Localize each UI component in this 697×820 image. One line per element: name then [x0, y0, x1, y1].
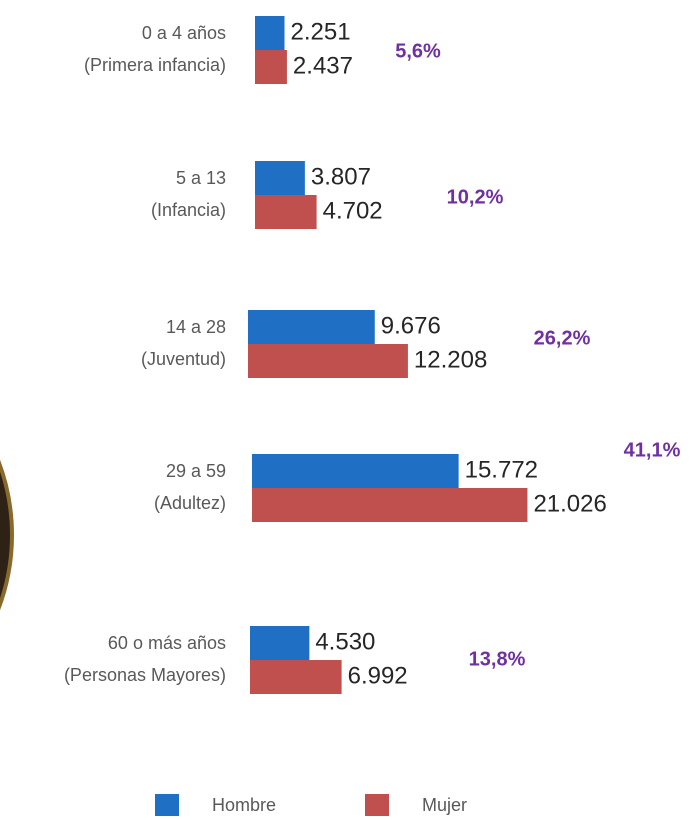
category-label: (Personas Mayores) [64, 665, 226, 685]
category-label: 5 a 13 [176, 168, 226, 188]
category-label: (Infancia) [151, 200, 226, 220]
value-label: 3.807 [311, 163, 371, 190]
value-label: 15.772 [465, 456, 538, 483]
category-label: (Adultez) [154, 493, 226, 513]
category-label: 14 a 28 [166, 317, 226, 337]
decoration [0, 328, 12, 742]
bar [255, 195, 317, 229]
bar [248, 310, 375, 344]
value-label: 21.026 [533, 490, 606, 517]
legend-swatch [365, 794, 389, 816]
percentage-label: 10,2% [447, 186, 504, 208]
value-label: 2.437 [293, 52, 353, 79]
value-label: 4.530 [315, 628, 375, 655]
bar [255, 161, 305, 195]
bar [250, 660, 342, 694]
category-label: 60 o más años [108, 633, 226, 653]
legend-swatch [155, 794, 179, 816]
value-label: 12.208 [414, 346, 487, 373]
chart: 0 a 4 años (Primera infancia) 2.251 2.437 5,… [0, 0, 697, 820]
category-label: (Primera infancia) [84, 55, 226, 75]
value-label: 4.702 [323, 197, 383, 224]
category-label: (Juventud) [141, 349, 226, 369]
bar [255, 16, 284, 50]
legend-label: Mujer [422, 795, 467, 815]
value-label: 6.992 [348, 662, 408, 689]
percentage-label: 41,1% [624, 439, 681, 461]
category-label: 29 a 59 [166, 461, 226, 481]
percentage-label: 5,6% [395, 40, 441, 62]
legend-label: Hombre [212, 795, 276, 815]
bar [252, 488, 527, 522]
bar [250, 626, 309, 660]
percentage-label: 26,2% [534, 327, 591, 349]
value-label: 9.676 [381, 312, 441, 339]
value-label: 2.251 [290, 18, 350, 45]
bar [248, 344, 408, 378]
bar [255, 50, 287, 84]
percentage-label: 13,8% [469, 648, 526, 670]
category-label: 0 a 4 años [142, 23, 226, 43]
bar [252, 454, 459, 488]
